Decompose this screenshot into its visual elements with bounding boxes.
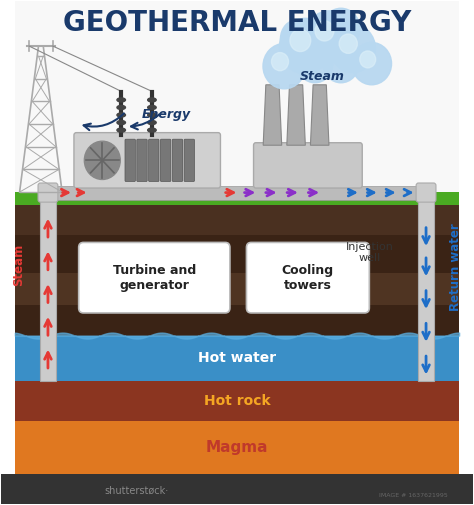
Text: shutterstøck·: shutterstøck· xyxy=(105,485,169,495)
Circle shape xyxy=(272,53,289,71)
Ellipse shape xyxy=(148,98,156,102)
FancyBboxPatch shape xyxy=(172,139,182,181)
Circle shape xyxy=(306,11,353,61)
FancyBboxPatch shape xyxy=(15,306,459,336)
Text: Steam: Steam xyxy=(300,70,345,83)
FancyBboxPatch shape xyxy=(137,139,147,181)
FancyBboxPatch shape xyxy=(15,235,459,273)
Ellipse shape xyxy=(117,98,126,102)
FancyBboxPatch shape xyxy=(254,143,362,188)
Circle shape xyxy=(92,149,113,171)
Circle shape xyxy=(263,43,306,89)
Circle shape xyxy=(323,44,359,83)
FancyBboxPatch shape xyxy=(15,1,459,192)
FancyBboxPatch shape xyxy=(419,185,434,381)
FancyBboxPatch shape xyxy=(55,185,419,199)
Text: IMAGE # 1637621995: IMAGE # 1637621995 xyxy=(379,493,447,498)
Polygon shape xyxy=(287,85,305,145)
Polygon shape xyxy=(310,85,329,145)
Text: GEOTHERMAL ENERGY: GEOTHERMAL ENERGY xyxy=(63,10,411,37)
FancyBboxPatch shape xyxy=(292,143,301,199)
Text: Return water: Return water xyxy=(449,224,462,312)
FancyBboxPatch shape xyxy=(268,143,277,199)
FancyBboxPatch shape xyxy=(15,336,459,381)
FancyBboxPatch shape xyxy=(38,183,58,202)
Circle shape xyxy=(290,29,311,52)
Text: Hot water: Hot water xyxy=(198,351,276,365)
FancyBboxPatch shape xyxy=(0,474,474,504)
FancyBboxPatch shape xyxy=(15,273,459,306)
Circle shape xyxy=(88,145,117,175)
Polygon shape xyxy=(263,85,282,145)
Text: Cooling
towers: Cooling towers xyxy=(282,264,334,292)
FancyBboxPatch shape xyxy=(74,133,220,188)
FancyBboxPatch shape xyxy=(125,139,136,181)
Circle shape xyxy=(280,18,331,74)
Circle shape xyxy=(322,8,360,48)
FancyBboxPatch shape xyxy=(79,242,230,313)
Text: Turbine and
generator: Turbine and generator xyxy=(113,264,196,292)
FancyBboxPatch shape xyxy=(315,143,324,199)
FancyBboxPatch shape xyxy=(40,185,55,381)
FancyBboxPatch shape xyxy=(416,183,436,202)
Circle shape xyxy=(360,51,376,68)
FancyBboxPatch shape xyxy=(149,139,159,181)
Circle shape xyxy=(315,21,334,41)
FancyBboxPatch shape xyxy=(15,381,459,421)
Ellipse shape xyxy=(117,113,126,117)
Circle shape xyxy=(281,19,317,58)
FancyBboxPatch shape xyxy=(15,421,459,474)
Circle shape xyxy=(330,24,375,73)
Ellipse shape xyxy=(148,128,156,132)
FancyBboxPatch shape xyxy=(246,242,369,313)
Ellipse shape xyxy=(148,113,156,117)
Text: Steam: Steam xyxy=(12,244,25,286)
Circle shape xyxy=(297,44,333,83)
FancyBboxPatch shape xyxy=(184,139,194,181)
Ellipse shape xyxy=(117,128,126,132)
Circle shape xyxy=(339,34,357,54)
Circle shape xyxy=(352,42,392,85)
Text: Magma: Magma xyxy=(206,440,268,455)
Ellipse shape xyxy=(117,106,126,110)
FancyBboxPatch shape xyxy=(15,192,459,205)
FancyBboxPatch shape xyxy=(160,139,171,181)
Circle shape xyxy=(84,141,120,179)
Ellipse shape xyxy=(117,121,126,125)
Text: Energy: Energy xyxy=(142,108,191,121)
Text: Hot rock: Hot rock xyxy=(204,394,270,408)
Text: Injection
well: Injection well xyxy=(346,242,393,263)
Ellipse shape xyxy=(148,121,156,125)
Ellipse shape xyxy=(148,106,156,110)
FancyBboxPatch shape xyxy=(15,192,459,235)
